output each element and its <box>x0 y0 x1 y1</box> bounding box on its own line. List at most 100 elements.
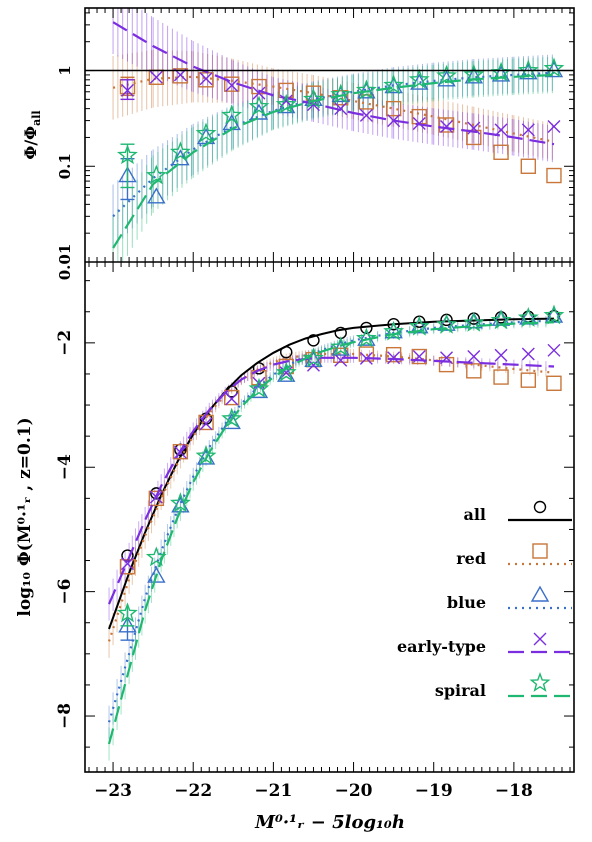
bottom-y-tick-label: −6 <box>55 579 75 605</box>
top-point-early-type <box>440 120 454 134</box>
bottom-point-early-type <box>467 350 481 364</box>
top-point-early-type <box>149 70 163 84</box>
bottom-point-early-type <box>225 392 239 406</box>
top-point-spiral <box>408 68 430 89</box>
bottom-curve-all <box>108 317 555 630</box>
bottom-y-tick-label: −4 <box>55 454 75 480</box>
x-axis-label: M⁰·¹ᵣ − 5log₁₀h <box>254 812 405 833</box>
bottom-point-blue <box>147 566 166 583</box>
top-point-early-type <box>199 72 213 86</box>
top-y-tick-label: 0.01 <box>56 244 74 281</box>
bottom-point-early-type <box>359 351 373 365</box>
top-point-early-type <box>412 116 426 130</box>
bottom-point-spiral <box>383 320 405 341</box>
bottom-point-spiral <box>221 407 243 428</box>
bottom-point-spiral <box>248 377 270 398</box>
bottom-point-spiral <box>436 313 457 334</box>
bottom-curve-early-type <box>107 356 555 605</box>
legend-label-blue: blue <box>447 593 486 612</box>
legend-marker-early-type <box>533 632 547 646</box>
bottom-point-early-type <box>199 417 213 431</box>
bottom-y-tick-label: −2 <box>55 330 75 356</box>
top-point-spiral <box>248 95 270 116</box>
bottom-curve-blue <box>107 319 555 723</box>
bottom-point-blue <box>464 312 484 329</box>
bottom-point-early-type <box>149 490 163 504</box>
bottom-point-all <box>280 345 293 359</box>
bottom-point-red <box>493 369 509 385</box>
top-point-red <box>198 72 214 88</box>
top-point-spiral <box>302 88 324 109</box>
top-y-axis-label: Φ/Φall <box>21 110 43 159</box>
top-point-blue <box>171 149 190 166</box>
bottom-point-red <box>466 363 482 379</box>
top-point-spiral <box>463 63 485 84</box>
axis-labels: Φ/Φall log₁₀ Φ(M⁰·¹ᵣ , z=0.1) M⁰·¹ᵣ − 5l… <box>15 110 405 833</box>
plot-frame <box>84 7 575 773</box>
top-point-red <box>385 100 402 117</box>
bottom-point-spiral <box>355 327 377 348</box>
legend-marker-spiral <box>529 671 551 692</box>
x-tick-label: −20 <box>335 781 373 801</box>
top-point-early-type <box>225 78 239 92</box>
top-point-spiral <box>330 83 352 104</box>
bottom-point-spiral <box>169 492 191 513</box>
top-point-spiral <box>543 57 565 78</box>
bottom-point-all <box>387 317 400 331</box>
bottom-point-spiral <box>517 306 539 327</box>
bottom-point-early-type <box>521 347 535 361</box>
top-point-spiral <box>275 93 297 114</box>
top-point-red <box>493 144 509 160</box>
bottom-point-early-type <box>412 350 426 364</box>
bottom-point-blue <box>410 317 429 334</box>
bottom-point-early-type <box>334 353 348 367</box>
top-point-spiral <box>383 74 405 95</box>
legend-marker-all <box>533 500 547 514</box>
top-point-early-type <box>387 114 401 128</box>
top-point-early-type <box>252 86 266 100</box>
bottom-y-axis-label: log₁₀ Φ(M⁰·¹ᵣ , z=0.1) <box>15 417 35 616</box>
top-point-blue <box>249 103 269 120</box>
top-point-blue <box>147 187 166 204</box>
top-point-spiral <box>145 164 167 185</box>
top-curve-red <box>112 75 555 143</box>
bottom-curve-red <box>107 352 555 642</box>
top-point-red <box>172 68 189 84</box>
bottom-point-spiral <box>195 445 217 465</box>
top-curve-early-type <box>112 21 555 146</box>
bottom-point-red <box>385 346 402 363</box>
legend-label-spiral: spiral <box>435 681 486 700</box>
top-point-spiral <box>436 64 457 85</box>
bottom-point-red <box>172 443 189 460</box>
bottom-point-red <box>148 490 165 507</box>
legend: all red blue early-type spiral <box>397 500 572 700</box>
bottom-point-spiral <box>463 311 485 332</box>
legend-marker-blue <box>530 585 550 602</box>
bottom-point-early-type <box>120 557 134 571</box>
bottom-point-blue <box>384 322 403 339</box>
top-point-spiral <box>169 141 191 162</box>
top-y-tick-label: 0.1 <box>56 153 74 179</box>
top-point-early-type <box>334 102 348 116</box>
x-tick-label: −18 <box>495 781 533 801</box>
top-y-tick-label: 1 <box>56 65 74 75</box>
x-tick-label: −19 <box>415 781 453 801</box>
top-curve-spiral <box>112 73 555 249</box>
bottom-point-spiral <box>490 309 512 330</box>
legend-label-red: red <box>456 549 486 568</box>
bottom-point-early-type <box>440 351 454 365</box>
bottom-point-red <box>546 375 562 391</box>
legend-marker-red <box>532 543 548 559</box>
top-point-red <box>411 108 427 125</box>
bottom-point-red <box>520 372 537 388</box>
top-point-early-type <box>359 108 373 122</box>
top-point-spiral <box>355 79 377 100</box>
bottom-point-red <box>411 348 427 365</box>
bottom-point-all <box>307 334 320 347</box>
bottom-point-early-type <box>547 343 561 357</box>
bottom-panel-marks <box>107 304 565 745</box>
bottom-point-red <box>358 346 375 362</box>
top-point-early-type <box>547 120 561 134</box>
